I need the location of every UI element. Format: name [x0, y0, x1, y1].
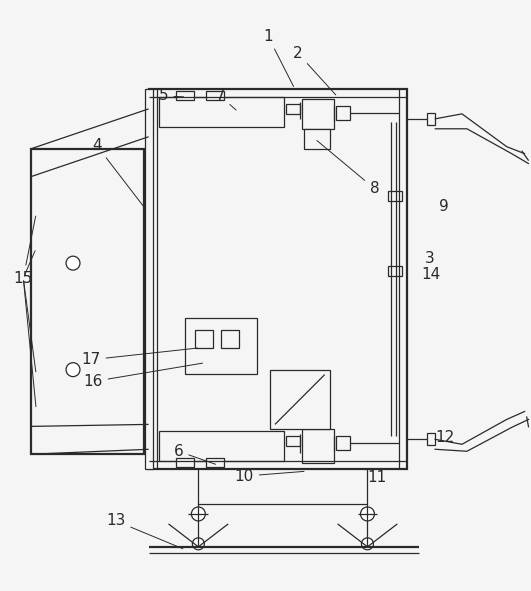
Bar: [286, 436, 300, 446]
Text: 7: 7: [216, 89, 236, 110]
Text: 13: 13: [106, 514, 183, 548]
Bar: [302, 99, 333, 129]
Bar: [159, 431, 284, 461]
Bar: [270, 369, 330, 430]
Bar: [159, 97, 284, 127]
Bar: [221, 330, 239, 348]
Bar: [176, 91, 194, 100]
Bar: [207, 458, 224, 467]
Bar: [388, 191, 402, 202]
Bar: [388, 266, 402, 276]
Bar: [31, 149, 144, 454]
Text: 8: 8: [317, 141, 379, 196]
Bar: [149, 89, 407, 469]
Circle shape: [191, 507, 205, 521]
Bar: [336, 436, 349, 450]
Text: 14: 14: [421, 267, 440, 281]
Circle shape: [362, 538, 373, 550]
Text: 1: 1: [263, 29, 294, 86]
Bar: [304, 129, 330, 149]
Text: 4: 4: [92, 138, 145, 208]
Text: 10: 10: [235, 469, 304, 483]
Bar: [302, 430, 333, 463]
Bar: [207, 91, 224, 100]
Text: 17: 17: [81, 348, 198, 367]
Bar: [176, 458, 194, 467]
Circle shape: [361, 507, 374, 521]
Bar: [286, 104, 300, 114]
Circle shape: [66, 256, 80, 270]
Bar: [144, 89, 152, 469]
Text: 9: 9: [439, 199, 449, 214]
Text: 5: 5: [159, 89, 184, 103]
Text: 16: 16: [83, 363, 203, 389]
Text: 12: 12: [435, 430, 455, 445]
Bar: [427, 433, 435, 445]
Text: 15: 15: [14, 216, 36, 285]
Bar: [336, 106, 349, 120]
Text: 6: 6: [174, 444, 216, 465]
Text: 11: 11: [367, 470, 387, 485]
Bar: [185, 318, 257, 374]
Bar: [195, 330, 213, 348]
Text: 3: 3: [425, 251, 435, 266]
Bar: [427, 113, 435, 125]
Circle shape: [192, 538, 204, 550]
Circle shape: [66, 363, 80, 376]
Text: 2: 2: [293, 46, 336, 95]
